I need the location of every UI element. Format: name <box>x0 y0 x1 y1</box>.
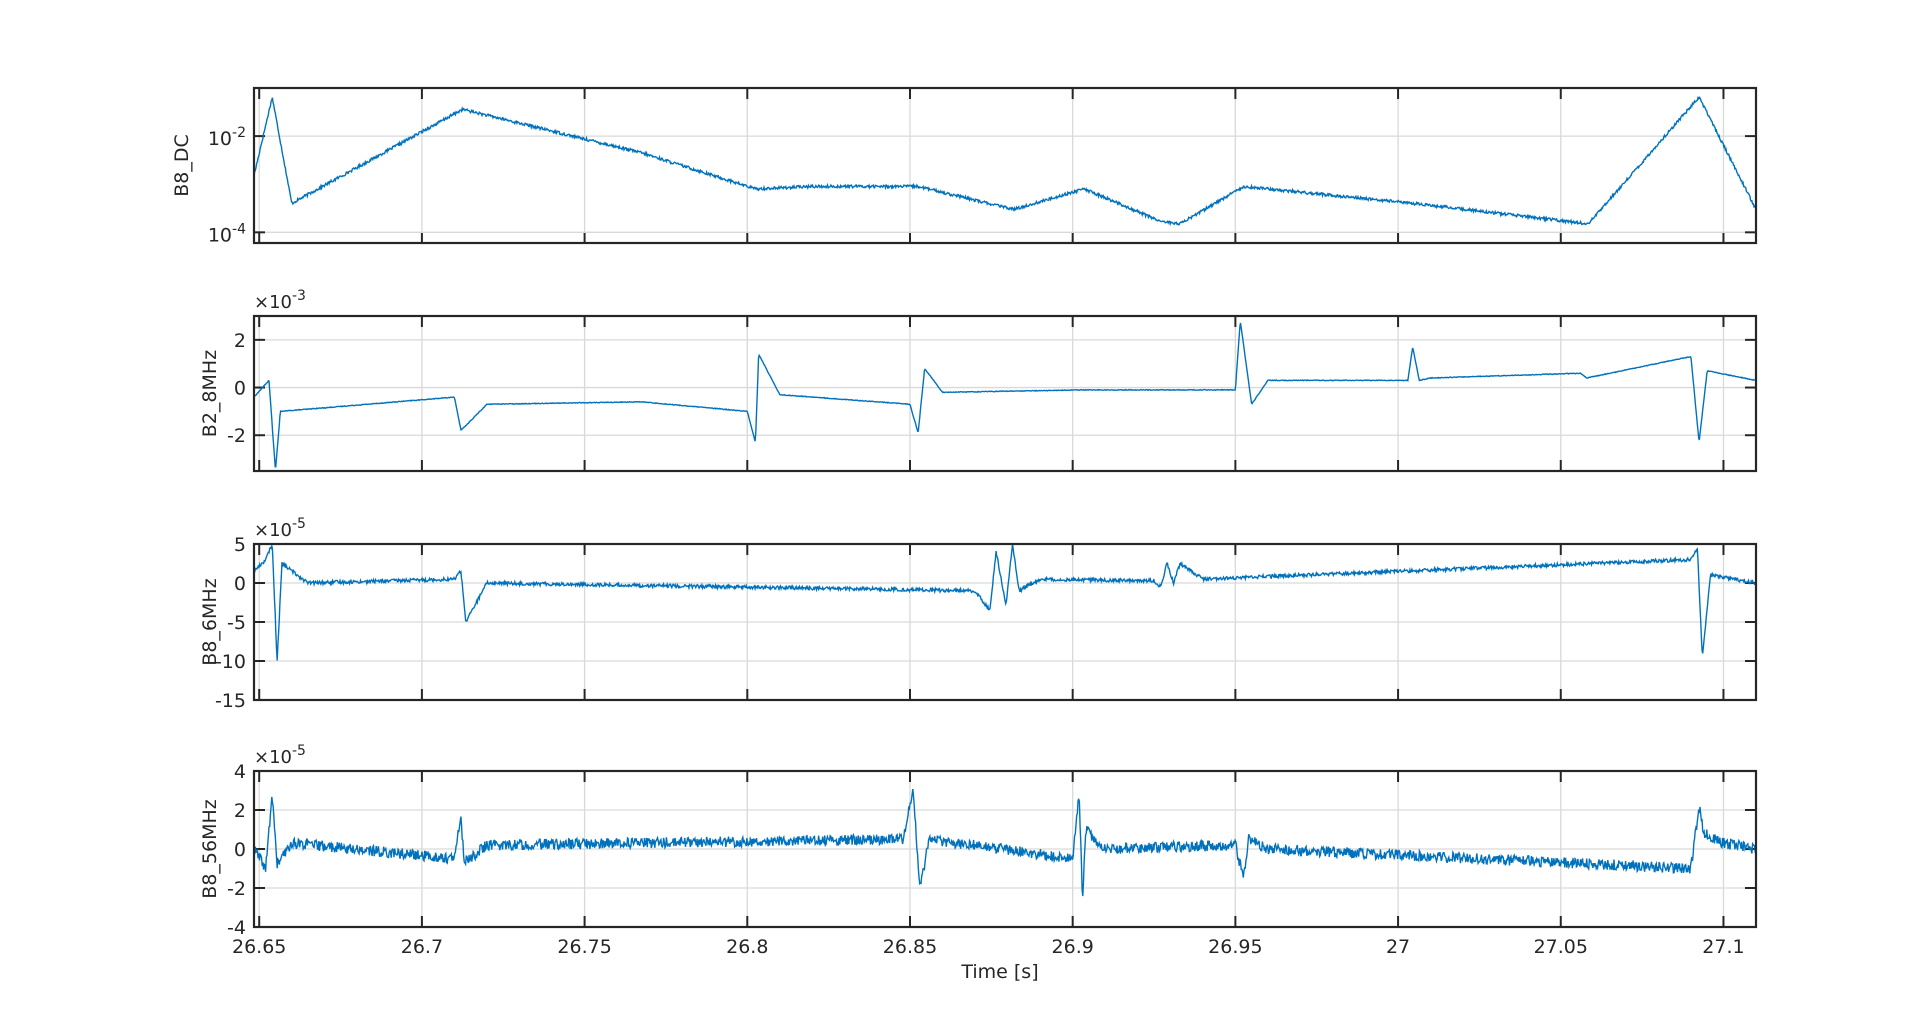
panel-4: 4 2 0 -2 -4 ×10-5 B8_56MHz 26.65 26.7 26.75 26.8 26… <box>199 743 1758 958</box>
y-tick-label: 10-2 <box>208 125 246 150</box>
panel-3: 50-5-10-15×10-5B8_6MHz <box>199 516 1758 712</box>
signal-trace <box>254 543 1757 661</box>
axes-frame <box>252 314 1758 473</box>
y-tick-label: 2 <box>234 330 246 352</box>
y-exponent-power: -5 <box>292 743 306 759</box>
y-axis-label: B8_6MHz <box>199 578 221 665</box>
signal-trace <box>253 789 1757 897</box>
y-tick-exponent: -4 <box>232 221 246 237</box>
signal-trace <box>253 322 1757 468</box>
x-tick-label: 27 <box>1386 936 1410 958</box>
x-tick-label: 26.65 <box>232 936 286 958</box>
x-tick-label: 27.1 <box>1702 936 1744 958</box>
x-tick-label: 26.9 <box>1052 936 1094 958</box>
y-tick-label: 4 <box>234 761 246 783</box>
panel-2: 20-2×10-3B2_8MHz <box>199 288 1758 473</box>
y-exponent-power: -3 <box>292 288 306 304</box>
y-tick-label: 0 <box>234 378 246 400</box>
y-tick-label: -10 <box>215 651 246 673</box>
y-tick-exponent: -2 <box>232 125 246 141</box>
y-tick-label: 0 <box>234 839 246 861</box>
x-tick-label: 26.95 <box>1208 936 1262 958</box>
y-exponent-label: ×10-5 <box>254 743 306 768</box>
panels: 10-210-4B8_DC20-2×10-3B2_8MHz50-5-10-15×… <box>171 86 1758 958</box>
y-exponent-power: -5 <box>292 516 306 532</box>
y-axis-label: B8_DC <box>171 134 193 197</box>
panel-1: 10-210-4B8_DC <box>171 86 1758 246</box>
x-tick-label: 26.85 <box>883 936 937 958</box>
y-tick-label: 5 <box>234 534 246 556</box>
y-tick-label: -2 <box>227 878 246 900</box>
axes-frame <box>252 542 1758 702</box>
x-axis-label: Time [s] <box>960 961 1038 983</box>
x-tick-label: 26.7 <box>401 936 443 958</box>
x-tick-label: 26.8 <box>726 936 768 958</box>
y-tick-label: -4 <box>227 917 246 939</box>
y-tick-label: 0 <box>234 573 246 595</box>
x-tick-label: 27.05 <box>1534 936 1588 958</box>
y-axis-label: B8_56MHz <box>199 799 221 898</box>
y-tick-label: -5 <box>227 612 246 634</box>
x-tick-label: 26.75 <box>557 936 611 958</box>
y-tick-label: 2 <box>234 800 246 822</box>
y-axis-label: B2_8MHz <box>199 350 221 437</box>
axes-frame <box>252 86 1758 245</box>
signal-trace <box>253 96 1757 227</box>
axes-frame <box>252 769 1758 929</box>
y-tick-label: -15 <box>215 690 246 712</box>
y-tick-label: -2 <box>227 425 246 447</box>
